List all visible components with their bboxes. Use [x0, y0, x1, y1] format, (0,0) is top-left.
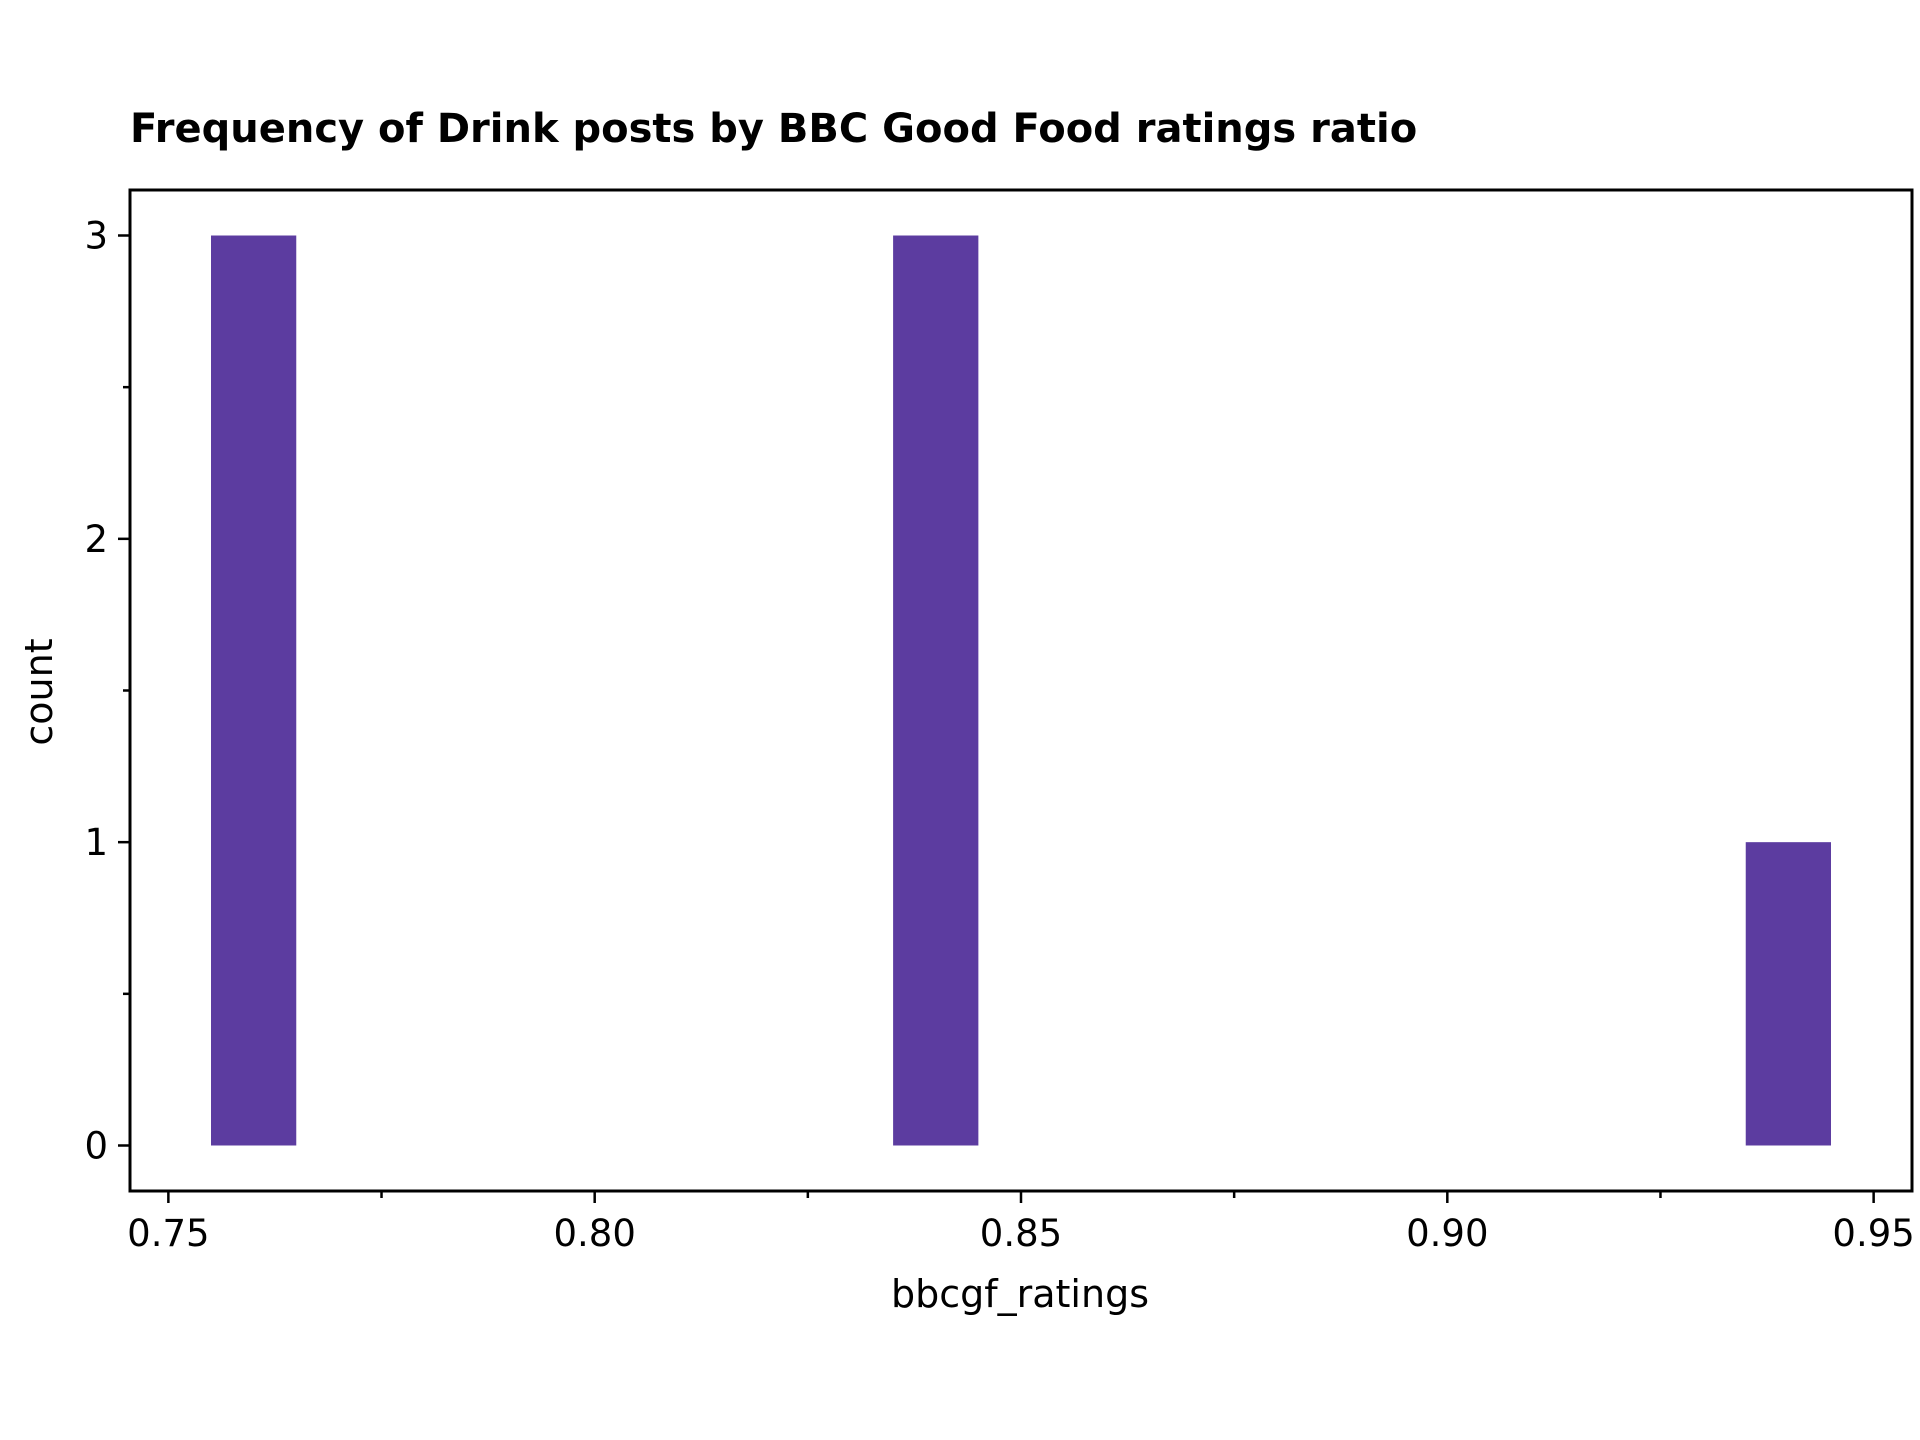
x-tick-label-4: 0.95 [1832, 1212, 1914, 1255]
x-tick-label-1: 0.80 [553, 1212, 635, 1255]
y-tick-label-3: 3 [84, 215, 108, 258]
histogram-bar-1 [893, 235, 979, 1146]
y-tick-label-2: 2 [84, 518, 108, 561]
x-axis-ticks: 0.75 0.80 0.85 0.90 0.95 [127, 1191, 1915, 1255]
y-tick-label-0: 0 [84, 1125, 108, 1168]
plot-frame [128, 188, 1914, 1193]
y-tick-label-1: 1 [84, 821, 108, 864]
x-tick-label-2: 0.85 [980, 1212, 1062, 1255]
y-axis-label: count [17, 638, 61, 745]
x-tick-label-3: 0.90 [1406, 1212, 1488, 1255]
histogram-bar-2 [1745, 842, 1831, 1146]
x-axis-label: bbcgf_ratings [891, 1272, 1149, 1316]
x-tick-label-0: 0.75 [127, 1212, 209, 1255]
histogram-bar-0 [211, 235, 297, 1146]
bars-group [211, 235, 1831, 1146]
y-axis-ticks: 0 1 2 3 [84, 215, 130, 1168]
chart-title: Frequency of Drink posts by BBC Good Foo… [130, 106, 1417, 152]
